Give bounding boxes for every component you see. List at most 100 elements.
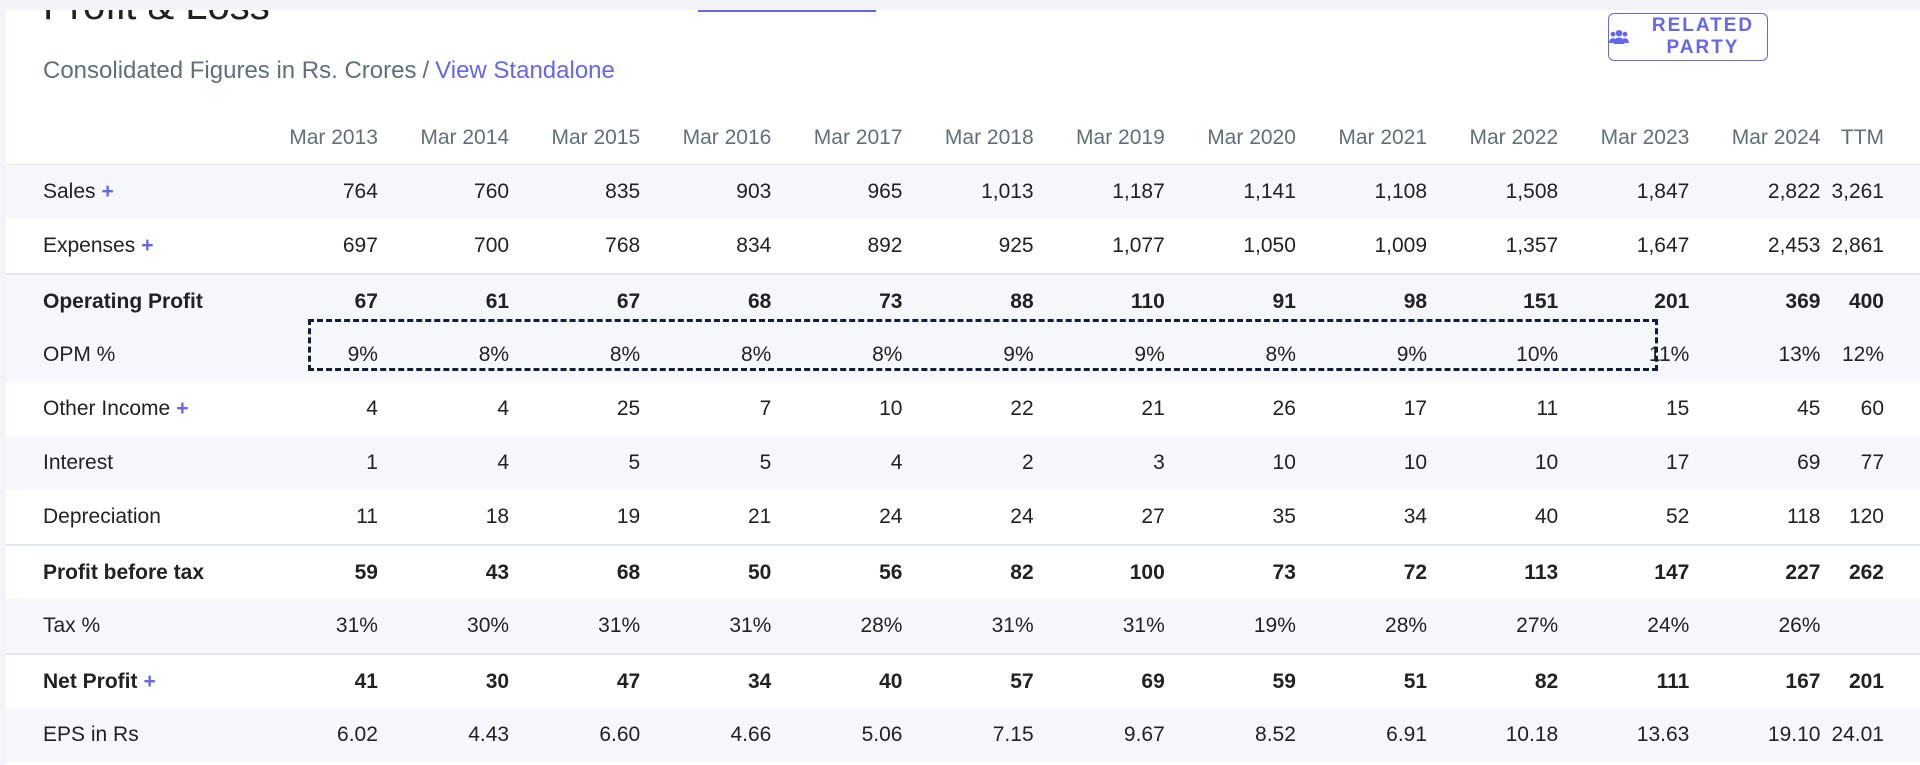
value-cell: 8%	[377, 328, 510, 382]
value-cell: 201	[1820, 653, 1920, 708]
table-header-row: Mar 2013 Mar 2014 Mar 2015 Mar 2016 Mar …	[6, 112, 1920, 165]
row-label: Operating Profit	[43, 289, 203, 313]
row-label-cell[interactable]: Expenses +	[6, 219, 247, 274]
value-cell: 1,009	[1374, 234, 1428, 257]
value-cell: 68	[640, 273, 772, 328]
value-cell: 47	[509, 653, 641, 708]
value-cell: 227	[1689, 544, 1821, 599]
value-cell: 61	[377, 273, 510, 328]
value-cell: 1	[246, 436, 378, 490]
table-row-sales[interactable]: Sales +764 760 835 903 965 1,013 1,187 1,141 1,10…	[6, 164, 1920, 219]
value-cell: 4	[377, 436, 510, 490]
value-cell: 835	[509, 164, 641, 219]
value-cell: 24	[1010, 505, 1034, 528]
column-header: TTM	[1820, 112, 1920, 165]
value-cell: 28%	[1295, 599, 1428, 654]
value-cell: 4	[497, 397, 510, 420]
table-row-expenses[interactable]: Expenses +697 700 768 834 892 925 1,077 1,050 1,0…	[6, 219, 1920, 274]
expand-plus-icon[interactable]: +	[143, 669, 156, 693]
value-cell: 120	[1848, 505, 1884, 528]
value-cell: 24%	[1558, 599, 1690, 654]
value-cell: 9%	[246, 328, 378, 382]
expand-plus-icon[interactable]: +	[176, 397, 189, 420]
row-label-cell: Tax %	[6, 599, 247, 654]
value-cell: 1,141	[1164, 164, 1296, 219]
table-row-other-income[interactable]: Other Income +4 4 25 7 10 22 21 26 17 11 15 45 60	[6, 382, 1920, 436]
value-cell: 6.60	[509, 708, 641, 762]
value-cell: 110	[1033, 273, 1165, 328]
value-cell: 147	[1558, 544, 1690, 599]
row-label: EPS in Rs	[43, 723, 139, 746]
value-cell: 73	[1164, 544, 1296, 599]
row-label: Expenses	[43, 234, 136, 257]
value-cell: 51	[1295, 653, 1428, 708]
value-cell: 1,508	[1427, 164, 1559, 219]
header-empty	[6, 112, 247, 165]
value-cell: 6.91	[1295, 708, 1428, 762]
section-title: Profit & Loss	[43, 10, 270, 29]
value-cell: 1,357	[1505, 234, 1559, 257]
value-cell: 40	[1534, 505, 1559, 528]
value-cell: 57	[902, 653, 1034, 708]
value-cell: 5	[640, 436, 772, 490]
value-cell: 60	[1860, 397, 1884, 420]
value-cell: 113	[1427, 544, 1559, 599]
value-cell: 2	[902, 436, 1034, 490]
value-cell: 9%	[1295, 328, 1428, 382]
value-cell: 24	[879, 505, 903, 528]
value-cell: 30%	[377, 599, 510, 654]
value-cell: 17	[1403, 397, 1428, 420]
value-cell: 27%	[1427, 599, 1559, 654]
value-cell: 2,453	[1767, 234, 1821, 257]
table-body: Sales +764 760 835 903 965 1,013 1,187 1,141 1,10…	[6, 164, 1920, 762]
table-row-interest: Interest 1 4 5 5 4 2 3 10 10 10 17 69 77	[6, 436, 1920, 490]
value-cell: 10	[1164, 436, 1296, 490]
column-header: Mar 2017	[771, 112, 903, 165]
expand-plus-icon[interactable]: +	[141, 234, 154, 257]
value-cell: 7	[759, 397, 772, 420]
row-label-cell: Profit before tax	[6, 544, 247, 599]
value-cell: 4	[771, 436, 903, 490]
column-header: Mar 2019	[1033, 112, 1165, 165]
value-cell: 19.10	[1689, 708, 1821, 762]
value-cell: 41	[246, 653, 378, 708]
row-label-cell[interactable]: Net Profit +	[6, 653, 247, 708]
table-row-profit-before-tax: Profit before tax 59 43 68 50 56 82 100 73 72 113 1…	[6, 544, 1920, 599]
value-cell: 10	[879, 397, 903, 420]
row-label-cell: Interest	[6, 436, 247, 490]
related-party-button[interactable]: RELATED PARTY	[1608, 13, 1768, 61]
value-cell: 1,187	[1033, 164, 1165, 219]
value-cell: 764	[246, 164, 378, 219]
value-cell: 34	[1403, 505, 1428, 528]
value-cell: 35	[1272, 505, 1296, 528]
value-cell: 1,077	[1112, 234, 1165, 257]
value-cell: 82	[1427, 653, 1559, 708]
value-cell: 67	[246, 273, 378, 328]
users-icon	[1609, 29, 1629, 45]
table-row-opm-percent: OPM % 9% 8% 8% 8% 8% 9% 9% 8% 9% 10% 11% 13% 12%	[6, 328, 1920, 382]
value-cell: 2,861	[1831, 234, 1884, 257]
value-cell: 98	[1295, 273, 1428, 328]
value-cell: 1,013	[902, 164, 1034, 219]
value-cell: 43	[377, 544, 510, 599]
value-cell: 892	[867, 234, 903, 257]
row-label: OPM %	[43, 343, 116, 366]
expand-plus-icon[interactable]: +	[101, 180, 114, 203]
value-cell: 100	[1033, 544, 1165, 599]
value-cell: 369	[1689, 273, 1821, 328]
section-subtitle: Consolidated Figures in Rs. Crores / View …	[43, 57, 615, 85]
value-cell: 11	[356, 505, 378, 528]
value-cell: 7.15	[902, 708, 1034, 762]
value-cell: 91	[1164, 273, 1296, 328]
row-label-cell[interactable]: Other Income +	[6, 382, 247, 436]
row-label-cell: EPS in Rs	[6, 708, 247, 762]
value-cell: 12%	[1820, 328, 1920, 382]
column-header: Mar 2016	[640, 112, 772, 165]
row-label-cell[interactable]: Sales +	[6, 164, 247, 219]
value-cell: 25	[616, 397, 641, 420]
value-cell: 69	[1689, 436, 1821, 490]
view-standalone-link[interactable]: View Standalone	[435, 57, 615, 84]
table-row-net-profit[interactable]: Net Profit +41 30 47 34 40 57 69 59 51 82 111 167 201	[6, 653, 1920, 708]
value-cell: 19	[616, 505, 641, 528]
column-header: Mar 2024	[1689, 112, 1821, 165]
